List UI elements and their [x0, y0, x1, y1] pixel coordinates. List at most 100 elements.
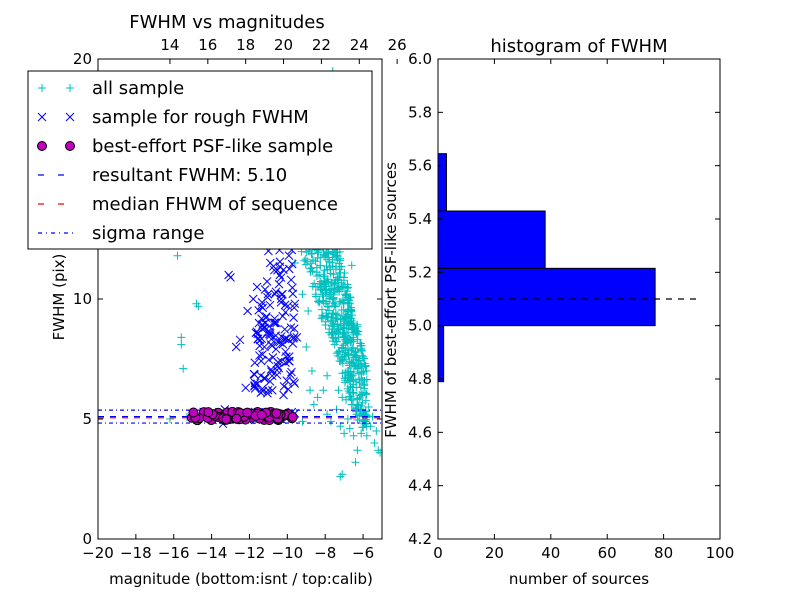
histogram-y-axis-label: FWHM of best-effort PSF-like sources	[382, 162, 400, 438]
all-sample-point	[344, 387, 353, 396]
scatter-plot-area	[98, 67, 382, 481]
all-sample-point	[301, 260, 310, 269]
all-sample-point	[345, 424, 354, 433]
y-tick-label: 0	[82, 530, 92, 548]
all-sample-point	[342, 313, 351, 322]
all-sample-point	[345, 359, 354, 368]
all-sample-point	[359, 423, 368, 432]
rough-sample-point	[250, 358, 260, 368]
all-sample-point	[338, 470, 347, 479]
all-sample-point	[353, 415, 362, 424]
all-sample-point	[346, 371, 355, 380]
histogram-x-axis-label: number of sources	[509, 570, 649, 588]
histogram-axis-ticks: 0 20 40 60 80 100 4.2 4.4 4.6 4.8 5.0 5.2 5.4 5.6 5.8 6…	[408, 50, 734, 562]
hist-y-tick-label: 5.4	[408, 210, 432, 228]
y-tick-label: 20	[73, 50, 92, 68]
scatter-y-axis-label: FWHM (pix)	[50, 254, 68, 341]
all-sample-point	[370, 439, 379, 447]
rough-sample-point	[281, 307, 290, 317]
rough-sample-point	[280, 324, 290, 334]
all-sample-point	[179, 364, 188, 373]
all-sample-point	[328, 316, 337, 325]
rough-sample-point	[262, 277, 272, 286]
hist-y-tick-label: 5.8	[408, 103, 432, 121]
x-tick-label: −18	[120, 544, 152, 562]
best-effort-sample-point	[188, 407, 199, 418]
all-sample-point	[308, 282, 317, 291]
all-sample-point	[194, 302, 203, 311]
rough-sample-point	[289, 334, 298, 343]
all-sample-point	[165, 415, 174, 423]
legend-key-x	[37, 112, 47, 122]
all-sample-point	[319, 296, 328, 305]
rough-sample-point	[266, 340, 276, 349]
all-sample-point	[325, 302, 334, 311]
all-sample-point	[364, 403, 373, 411]
all-sample-point	[344, 307, 353, 316]
y-tick-label: 10	[73, 290, 92, 308]
all-sample-point	[336, 325, 345, 334]
all-sample-point	[355, 375, 364, 384]
y-tick-label: 5	[82, 410, 92, 428]
hist-x-tick-label: 40	[541, 544, 560, 562]
all-sample-point	[349, 358, 358, 367]
all-sample-point	[340, 329, 349, 338]
rough-sample-point	[263, 385, 273, 395]
rough-sample-point	[250, 381, 260, 390]
all-sample-point	[355, 363, 364, 372]
all-sample-point	[322, 312, 331, 321]
rough-sample-point	[265, 300, 275, 310]
rough-sample-point	[279, 382, 289, 391]
top-tick-label: 20	[274, 36, 293, 54]
all-sample-point	[332, 349, 341, 358]
all-sample-point	[341, 348, 350, 357]
all-sample-point	[317, 305, 326, 314]
all-sample-point	[354, 360, 363, 369]
all-sample-point	[336, 297, 345, 306]
hist-y-tick-label: 4.2	[408, 530, 432, 548]
all-sample-point	[306, 267, 315, 276]
all-sample-point	[290, 259, 299, 267]
all-sample-point	[177, 333, 186, 342]
rough-sample-point	[277, 290, 286, 299]
all-sample-point	[351, 404, 360, 413]
all-sample-point	[332, 314, 341, 323]
best-effort-sample-point	[287, 412, 298, 423]
all-sample-point	[328, 258, 337, 267]
all-sample-point	[306, 386, 315, 395]
all-sample-point	[335, 287, 344, 296]
hist-x-tick-label: 100	[706, 544, 735, 562]
rough-sample-point	[276, 273, 286, 283]
x-tick-label: −14	[196, 544, 228, 562]
rough-sample-point	[289, 324, 299, 333]
all-sample-point	[318, 313, 327, 322]
all-sample-point	[309, 400, 318, 409]
rough-sample-point	[292, 333, 302, 342]
hist-y-tick-label: 5.0	[408, 317, 432, 335]
all-sample-point	[353, 322, 362, 331]
all-sample-point	[313, 254, 322, 263]
all-sample-point	[357, 429, 366, 438]
histogram-bar	[437, 267, 656, 327]
rough-sample-point	[257, 384, 267, 394]
rough-sample-point	[282, 334, 291, 343]
best-effort-sample-point	[231, 413, 242, 424]
x-tick-label: −6	[352, 544, 374, 562]
rough-sample-point	[273, 337, 283, 347]
all-sample-point	[331, 315, 340, 324]
legend-label-median-fwhm: median FHWM of sequence	[92, 194, 338, 215]
all-sample-point	[334, 348, 343, 357]
rough-sample-point	[284, 251, 294, 260]
all-sample-point	[349, 343, 358, 352]
all-sample-point	[323, 290, 332, 299]
rough-sample-point	[284, 356, 294, 366]
all-sample-point	[334, 333, 343, 342]
legend-label-best-effort-sample: best-effort PSF-like sample	[92, 136, 333, 157]
histogram-frame	[437, 58, 721, 540]
rough-sample-point	[287, 367, 296, 377]
x-tick-label: −10	[272, 544, 304, 562]
all-sample-point	[308, 249, 317, 258]
hist-x-tick-label: 0	[433, 544, 443, 562]
all-sample-point	[358, 351, 367, 360]
rough-sample-point	[254, 305, 264, 315]
